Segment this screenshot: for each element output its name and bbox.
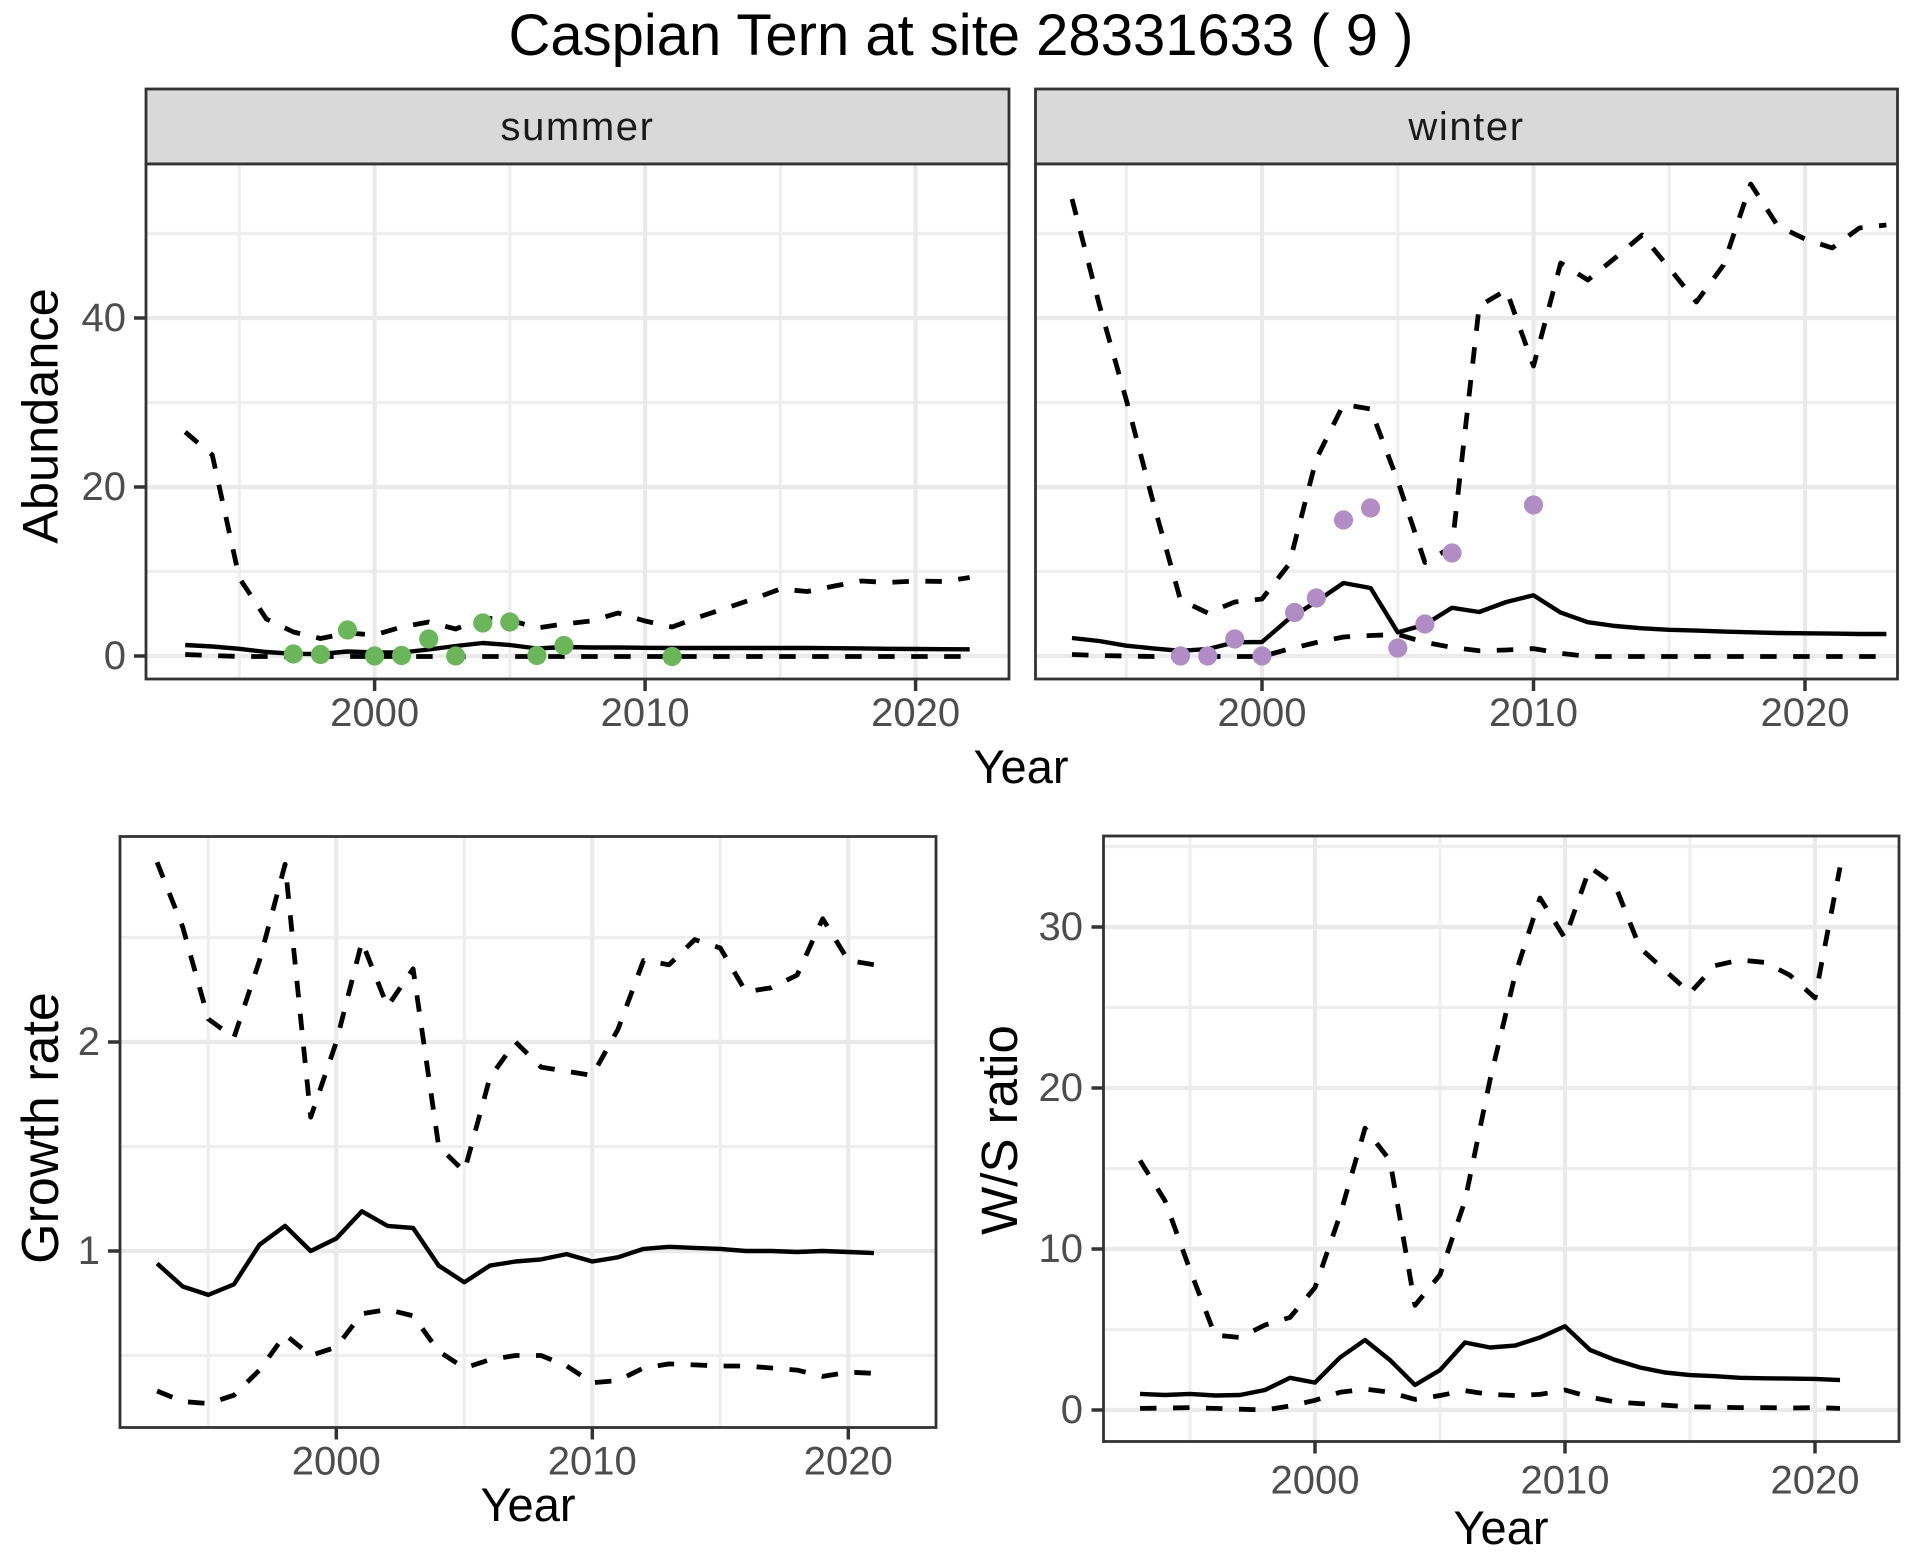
svg-text:2000: 2000 (1218, 691, 1307, 735)
svg-text:30: 30 (1039, 905, 1084, 949)
svg-text:2020: 2020 (1771, 1459, 1860, 1503)
svg-text:2000: 2000 (330, 691, 419, 735)
svg-text:0: 0 (104, 634, 126, 678)
svg-text:2010: 2010 (601, 691, 690, 735)
svg-text:Abundance: Abundance (12, 288, 69, 544)
svg-text:0: 0 (1061, 1388, 1083, 1432)
svg-text:2010: 2010 (1521, 1459, 1610, 1503)
svg-text:winter: winter (1407, 105, 1524, 149)
svg-text:2020: 2020 (871, 691, 960, 735)
svg-text:Growth rate: Growth rate (12, 992, 70, 1264)
svg-text:2000: 2000 (1271, 1459, 1360, 1503)
svg-text:2: 2 (78, 1020, 100, 1064)
svg-text:2010: 2010 (548, 1440, 637, 1484)
svg-text:40: 40 (82, 296, 127, 340)
svg-text:1: 1 (78, 1229, 100, 1273)
svg-text:2000: 2000 (292, 1440, 381, 1484)
svg-text:Year: Year (974, 740, 1069, 793)
svg-text:20: 20 (82, 465, 127, 509)
svg-text:10: 10 (1039, 1227, 1084, 1271)
svg-text:W/S ratio: W/S ratio (971, 1025, 1028, 1235)
svg-text:20: 20 (1039, 1066, 1084, 1110)
svg-text:Year: Year (481, 1478, 576, 1531)
svg-text:2010: 2010 (1489, 691, 1578, 735)
svg-text:Year: Year (1454, 1501, 1549, 1554)
svg-text:Caspian Tern at site 28331633: Caspian Tern at site 28331633 ( 9 ) (509, 3, 1414, 68)
svg-text:summer: summer (500, 105, 654, 149)
svg-text:2020: 2020 (1761, 691, 1850, 735)
svg-text:2020: 2020 (804, 1440, 893, 1484)
